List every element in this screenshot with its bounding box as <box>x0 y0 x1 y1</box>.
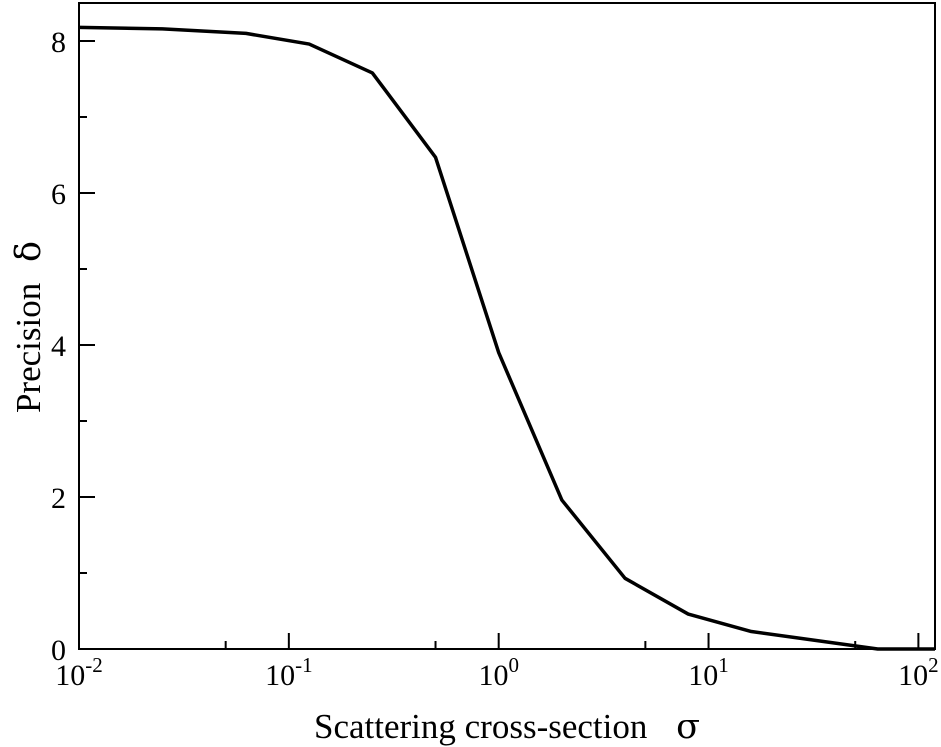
y-axis-symbol: δ <box>9 241 49 262</box>
x-tick-label: 10-2 <box>55 653 103 692</box>
x-axis-title-text: Scattering cross-section <box>314 707 647 746</box>
y-axis-title: Precision δ <box>9 241 49 413</box>
plot-frame <box>78 2 936 650</box>
y-axis-ticks: 0 2 4 6 8 <box>51 26 95 667</box>
x-axis-ticks: 10-2 10-1 100 101 102 <box>55 633 939 692</box>
x-axis-symbol: σ <box>676 707 700 747</box>
x-tick-label: 10-1 <box>265 653 313 692</box>
y-tick-label: 4 <box>51 330 66 363</box>
x-tick-label: 100 <box>478 653 519 692</box>
x-tick-label: 101 <box>688 653 729 692</box>
y-tick-label: 6 <box>51 178 66 211</box>
y-tick-label: 2 <box>51 482 66 515</box>
x-tick-label: 102 <box>898 653 939 692</box>
y-axis-title-text: Precision <box>9 283 48 413</box>
y-tick-label: 0 <box>51 634 66 667</box>
series-layer <box>78 25 935 651</box>
series-line <box>78 25 935 651</box>
x-axis-title: Scattering cross-section σ <box>314 707 700 747</box>
y-tick-label: 8 <box>51 26 66 59</box>
